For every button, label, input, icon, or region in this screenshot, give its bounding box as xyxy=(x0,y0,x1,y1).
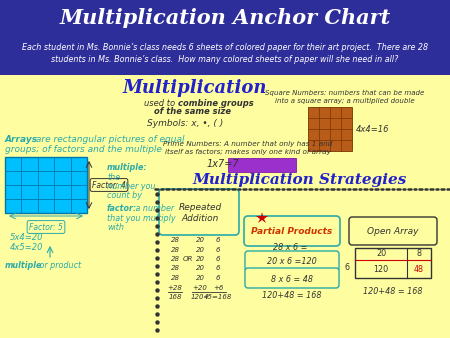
Text: 20 x 6 =120: 20 x 6 =120 xyxy=(267,258,317,266)
Text: 6: 6 xyxy=(345,264,350,272)
Text: Each student in Ms. Bonnie’s class needs 6 sheets of colored paper for their art: Each student in Ms. Bonnie’s class needs… xyxy=(22,44,428,52)
Text: 1x7=7: 1x7=7 xyxy=(207,159,239,169)
Text: 45=168: 45=168 xyxy=(204,294,232,300)
Text: 8: 8 xyxy=(417,249,422,259)
FancyBboxPatch shape xyxy=(244,216,340,246)
Text: Repeated
Addition: Repeated Addition xyxy=(178,203,221,223)
Text: with: with xyxy=(107,223,124,232)
Text: Prime Numbers: A number that only has 1 and
itself as factors; makes only one ki: Prime Numbers: A number that only has 1 … xyxy=(163,141,333,154)
Bar xyxy=(5,157,87,213)
Text: Open Array: Open Array xyxy=(367,227,419,237)
FancyBboxPatch shape xyxy=(245,268,339,288)
Text: +20: +20 xyxy=(193,285,207,290)
Text: 6: 6 xyxy=(216,237,220,243)
Text: groups; of factors and the multiple: groups; of factors and the multiple xyxy=(5,145,162,154)
Text: 28: 28 xyxy=(171,266,180,271)
Text: +6: +6 xyxy=(213,285,223,290)
Text: number you: number you xyxy=(107,182,156,191)
Text: Partial Products: Partial Products xyxy=(252,227,333,237)
Text: factor:: factor: xyxy=(107,204,137,213)
FancyBboxPatch shape xyxy=(159,189,239,235)
Text: 20: 20 xyxy=(195,237,204,243)
Bar xyxy=(355,248,431,278)
Text: are rectangular pictures of equal: are rectangular pictures of equal xyxy=(33,136,184,145)
Text: or product: or product xyxy=(37,261,81,269)
Text: Multiplication Strategies: Multiplication Strategies xyxy=(193,173,407,187)
Text: 20: 20 xyxy=(195,275,204,281)
Text: OR: OR xyxy=(183,256,193,262)
Text: 120+: 120+ xyxy=(190,294,210,300)
Text: the: the xyxy=(107,173,120,182)
Text: 6: 6 xyxy=(216,256,220,262)
Text: 20: 20 xyxy=(195,266,204,271)
Text: 4x5=20: 4x5=20 xyxy=(10,243,44,252)
Text: students in Ms. Bonnie’s class.  How many colored sheets of paper will she need : students in Ms. Bonnie’s class. How many… xyxy=(51,55,399,65)
Text: 5x4=20: 5x4=20 xyxy=(10,234,44,242)
Text: 168: 168 xyxy=(168,294,182,300)
Text: 48: 48 xyxy=(414,265,424,273)
Text: Square Numbers: numbers that can be made
into a square array; a multiplied doubl: Square Numbers: numbers that can be made… xyxy=(266,90,425,104)
Text: 20: 20 xyxy=(195,256,204,262)
Text: that you multiply: that you multiply xyxy=(107,214,176,223)
Text: used to: used to xyxy=(144,98,178,107)
Text: 20: 20 xyxy=(195,246,204,252)
Text: 6: 6 xyxy=(216,266,220,271)
Text: Multiplication: Multiplication xyxy=(123,79,267,97)
Bar xyxy=(0,0,450,75)
Text: 120+48 = 168: 120+48 = 168 xyxy=(363,288,423,296)
Text: 6: 6 xyxy=(216,275,220,281)
Text: multiple:: multiple: xyxy=(107,163,148,172)
Text: count by: count by xyxy=(107,191,142,200)
Text: 120+48 = 168: 120+48 = 168 xyxy=(262,290,322,299)
Text: Arrays: Arrays xyxy=(5,136,38,145)
Text: 28: 28 xyxy=(171,237,180,243)
Bar xyxy=(228,158,296,172)
Text: 28: 28 xyxy=(171,275,180,281)
Text: 8 x 6 = 48: 8 x 6 = 48 xyxy=(271,274,313,284)
Text: 28 x 6 =: 28 x 6 = xyxy=(273,243,307,252)
Text: of the same size: of the same size xyxy=(154,107,231,117)
Text: 120: 120 xyxy=(374,265,388,273)
Text: 4x4=16: 4x4=16 xyxy=(356,124,390,134)
Text: multiple: multiple xyxy=(5,261,42,269)
Bar xyxy=(308,107,352,151)
FancyBboxPatch shape xyxy=(245,251,339,271)
FancyBboxPatch shape xyxy=(349,217,437,245)
Text: combine groups: combine groups xyxy=(178,98,254,107)
Text: a number: a number xyxy=(133,204,174,213)
Text: +28: +28 xyxy=(167,285,182,290)
Text: Multiplication Anchor Chart: Multiplication Anchor Chart xyxy=(59,8,391,28)
Text: 20: 20 xyxy=(376,249,386,259)
Text: Symbols: x, •, ( ): Symbols: x, •, ( ) xyxy=(147,119,223,127)
Text: Factor: 4: Factor: 4 xyxy=(92,180,126,190)
Text: 28: 28 xyxy=(171,246,180,252)
Bar xyxy=(0,75,450,338)
Text: 6: 6 xyxy=(216,246,220,252)
Text: 28: 28 xyxy=(171,256,180,262)
Text: Factor: 5: Factor: 5 xyxy=(29,222,63,232)
